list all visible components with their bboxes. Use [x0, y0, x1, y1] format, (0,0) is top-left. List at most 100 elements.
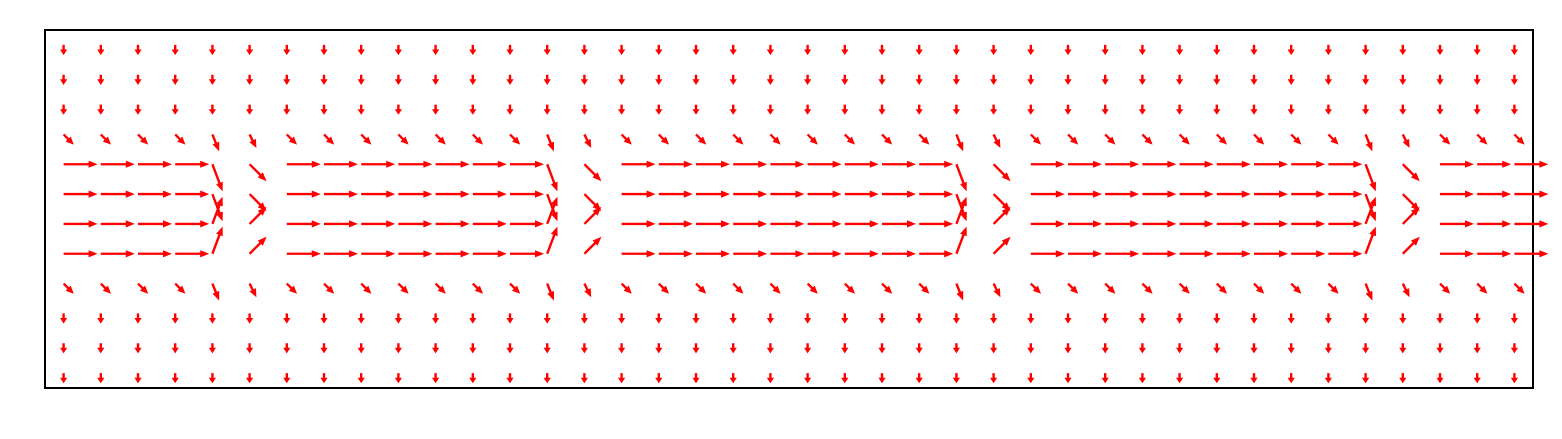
arrow	[1510, 74, 1518, 85]
arrow	[696, 250, 730, 258]
arrow	[955, 134, 964, 152]
arrow	[286, 282, 297, 294]
arrow	[770, 160, 805, 168]
arrow	[432, 74, 440, 85]
arrow	[618, 104, 626, 115]
arrow	[1291, 250, 1326, 258]
arrow	[394, 373, 402, 384]
arrow	[1439, 133, 1451, 145]
arrow	[394, 343, 402, 354]
arrow	[211, 226, 223, 255]
arrow	[360, 133, 372, 145]
arrow	[881, 133, 893, 145]
arrow	[990, 313, 998, 324]
arrow	[729, 343, 737, 354]
arrow	[320, 104, 328, 115]
arrow	[1104, 282, 1116, 294]
arrow	[137, 282, 149, 294]
arrow	[1290, 282, 1302, 294]
arrow	[324, 160, 358, 168]
arrow	[804, 74, 812, 85]
arrow	[546, 134, 554, 152]
arrow	[1068, 250, 1102, 258]
arrow	[469, 373, 477, 384]
arrow	[729, 313, 737, 324]
arrow	[324, 250, 358, 258]
arrow	[1178, 133, 1190, 145]
arrow	[509, 282, 521, 294]
arrow	[1030, 160, 1065, 168]
arrow	[952, 313, 960, 324]
arrow	[246, 44, 254, 56]
arrow	[841, 343, 849, 354]
arrow	[1364, 134, 1373, 152]
arrow	[60, 373, 68, 384]
arrow	[1105, 160, 1140, 168]
arrow	[1176, 313, 1184, 324]
arrow	[1141, 282, 1153, 294]
arrow	[211, 196, 223, 225]
arrow	[915, 343, 923, 354]
arrow	[1254, 220, 1288, 228]
arrow	[1477, 250, 1512, 258]
arrow	[804, 104, 812, 115]
arrow	[469, 104, 477, 115]
arrow	[1514, 160, 1549, 168]
arrow	[432, 313, 440, 324]
arrow	[1364, 283, 1373, 301]
arrow	[543, 373, 551, 384]
arrow	[283, 373, 291, 384]
arrow	[1027, 44, 1035, 56]
arrow	[1436, 74, 1444, 85]
arrow	[1176, 104, 1184, 115]
arrow	[1250, 104, 1258, 115]
arrow	[655, 74, 663, 85]
arrow	[583, 206, 602, 225]
arrow	[1104, 133, 1116, 145]
arrow	[621, 190, 656, 198]
arrow	[1362, 44, 1370, 56]
arrow	[510, 250, 544, 258]
arrow	[696, 160, 730, 168]
arrow	[1254, 190, 1288, 198]
arrow	[1510, 44, 1518, 56]
arrow	[733, 160, 768, 168]
arrow	[283, 104, 291, 115]
arrow	[1327, 282, 1339, 294]
arrow	[1510, 313, 1518, 324]
arrow	[841, 313, 849, 324]
arrow	[841, 104, 849, 115]
arrow	[1250, 343, 1258, 354]
arrow	[990, 44, 998, 56]
arrow	[807, 250, 842, 258]
arrow	[1401, 283, 1410, 298]
arrow	[729, 373, 737, 384]
arrow	[543, 44, 551, 56]
arrow	[1364, 163, 1376, 192]
arrow	[357, 343, 365, 354]
arrow	[320, 343, 328, 354]
arrow	[1027, 104, 1035, 115]
arrow	[729, 44, 737, 56]
arrow	[138, 190, 172, 198]
arrow	[1101, 373, 1109, 384]
arrow	[472, 133, 483, 145]
arrow	[506, 44, 514, 56]
arrow	[878, 74, 886, 85]
arrow	[432, 373, 440, 384]
arrow	[919, 190, 954, 198]
arrow	[621, 220, 656, 228]
arrow	[1142, 160, 1177, 168]
arrow	[1510, 104, 1518, 115]
arrow	[134, 343, 142, 354]
arrow	[1213, 313, 1221, 324]
arrow	[1514, 190, 1549, 198]
arrow	[1138, 373, 1146, 384]
arrow	[211, 193, 223, 222]
arrow	[100, 220, 135, 228]
arrow	[1362, 313, 1370, 324]
arrow	[804, 313, 812, 324]
arrow	[766, 104, 774, 115]
arrow	[211, 283, 220, 301]
arrow	[769, 133, 781, 145]
